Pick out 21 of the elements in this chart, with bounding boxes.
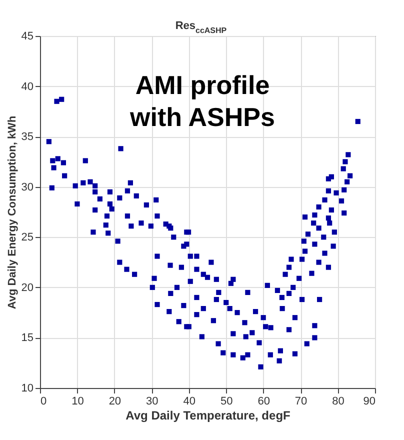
x-tick-label: 0 (40, 396, 47, 408)
x-tick-label: 10 (72, 396, 84, 408)
x-tick-label: 20 (108, 396, 122, 408)
x-tick-label: 30 (146, 396, 158, 408)
y-tick-label: 25 (21, 232, 34, 244)
x-axis-title: Avg Daily Temperature, degF (126, 408, 290, 422)
x-tick-label: 80 (332, 396, 344, 408)
x-tick-label: 40 (183, 396, 196, 408)
y-tick-label: 35 (21, 131, 34, 144)
y-tick-label: 10 (21, 382, 34, 394)
y-tick-label: 15 (21, 332, 34, 344)
x-tick-label: 60 (258, 396, 270, 408)
y-axis-title: Avg Daily Energy Consumption, kWh (6, 116, 18, 310)
y-tick-label: 40 (21, 80, 34, 93)
x-tick-label: 70 (294, 396, 308, 408)
x-tick-label: 90 (363, 396, 376, 408)
y-tick-label: 20 (21, 282, 34, 294)
y-tick-label: 45 (21, 30, 34, 42)
y-tick-label: 30 (21, 181, 34, 194)
x-tick-label: 50 (220, 396, 233, 408)
annotation: AMI profile with ASHPs (129, 70, 275, 132)
